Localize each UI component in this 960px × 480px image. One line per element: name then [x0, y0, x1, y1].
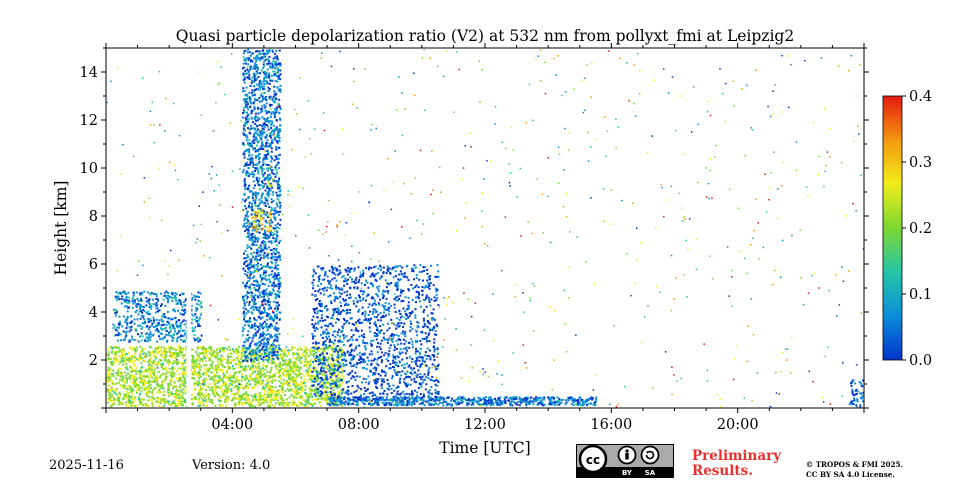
chart-title: Quasi particle depolarization ratio (V2)…	[176, 27, 794, 45]
cc-sa-label: SA	[645, 469, 656, 477]
colorbar	[882, 95, 903, 361]
x-tick-label: 08:00	[338, 417, 380, 433]
y-axis: 2 4 6 8 10 12 14	[80, 47, 869, 409]
x-axis-label: Time [UTC]	[439, 439, 530, 457]
y-tick-label: 8	[89, 209, 98, 225]
colorbar-tick-label: 0.0	[909, 353, 932, 369]
data-gap	[186, 48, 192, 408]
plot-area	[106, 48, 864, 408]
y-tick-label: 4	[89, 305, 98, 321]
y-tick-label: 10	[80, 161, 98, 177]
feature-evening-layer	[848, 379, 864, 408]
x-tick-label: 04:00	[211, 417, 253, 433]
feature-sparse-signal	[106, 49, 864, 408]
y-tick-label: 12	[80, 113, 98, 129]
copyright-line2: CC BY SA 4.0 License.	[806, 470, 895, 479]
feature-lower-layer-afternoon	[327, 396, 598, 407]
copyright-notice: © TROPOS & FMI 2025. CC BY SA 4.0 Licens…	[806, 460, 903, 480]
feature-cirrus-patch-high	[267, 177, 275, 188]
colorbar-tick-label: 0.4	[909, 89, 932, 105]
depol-heatmap	[106, 48, 864, 408]
y-axis-label: Height [km]	[52, 181, 70, 276]
colorbar-ticks: 0.0 0.1 0.2 0.3 0.4	[902, 89, 932, 369]
preliminary-line2: Results.	[692, 463, 753, 479]
colorbar-tick-label: 0.2	[909, 221, 932, 237]
x-tick-label: 12:00	[464, 417, 506, 433]
x-tick-label: 20:00	[717, 417, 759, 433]
preliminary-line1: Preliminary	[692, 448, 782, 464]
feature-cirrus-column	[241, 48, 282, 362]
x-tick-label: 16:00	[590, 417, 632, 433]
colorbar-tick-label: 0.1	[909, 287, 932, 303]
y-tick-label: 2	[89, 353, 98, 369]
colorbar-tick-label: 0.3	[909, 155, 932, 171]
x-axis: 04:00 08:00 12:00 16:00 20:00	[105, 43, 865, 433]
preliminary-notice: Preliminary Results.	[692, 449, 781, 479]
copyright-line1: © TROPOS & FMI 2025.	[806, 460, 904, 469]
y-tick-label: 6	[89, 257, 98, 273]
feature-cirrus-patch	[251, 208, 272, 233]
cc-by-label: BY	[622, 469, 633, 477]
version-label: Version: 4.0	[192, 458, 271, 473]
feature-aerosol-noise-region	[311, 264, 440, 398]
cc-license-badge: cc BY SA	[576, 444, 674, 478]
y-tick-label: 14	[80, 65, 98, 81]
date-label: 2025-11-16	[49, 458, 124, 473]
